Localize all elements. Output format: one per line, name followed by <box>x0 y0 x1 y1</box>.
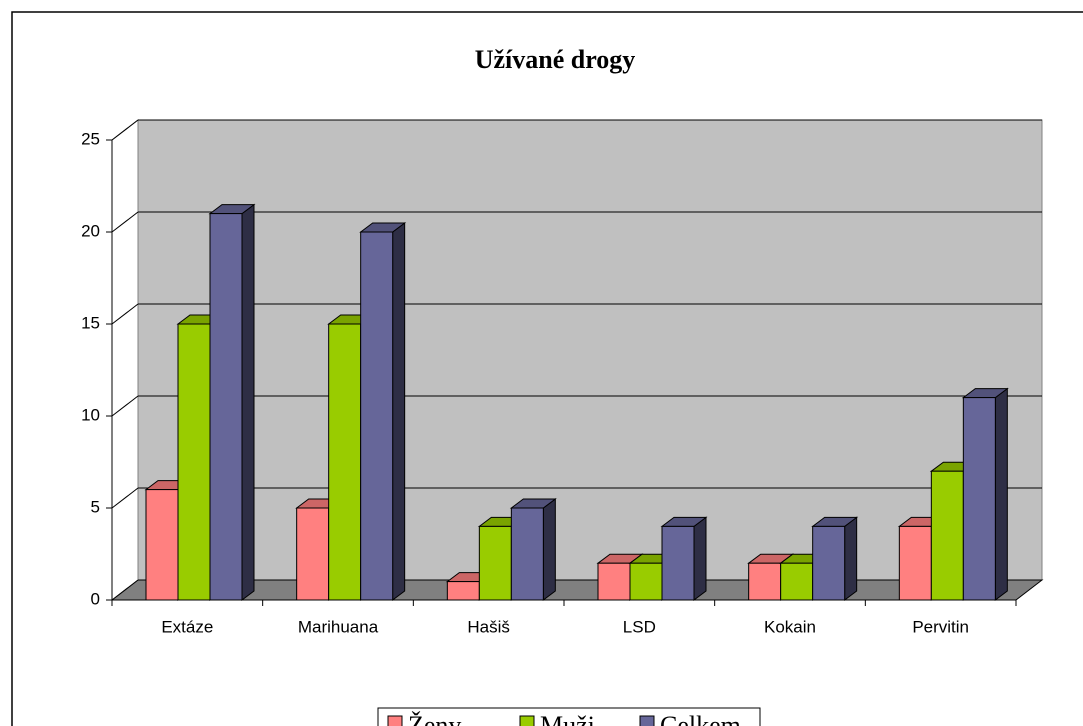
x-tick-label: Extáze <box>161 617 213 636</box>
bar <box>209 213 243 601</box>
x-tick-label: LSD <box>623 617 656 636</box>
grid-line <box>111 303 139 325</box>
x-tick-label: Hašiš <box>467 617 510 636</box>
bar <box>177 323 211 601</box>
bar <box>478 525 512 601</box>
grid-line <box>111 395 139 417</box>
grid-line <box>111 211 139 233</box>
grid-line <box>111 487 139 509</box>
legend-box <box>377 707 761 726</box>
y-tick-label: 20 <box>81 221 100 240</box>
bar <box>296 507 330 601</box>
x-tick-label: Marihuana <box>298 617 379 636</box>
bar <box>629 562 663 601</box>
bar <box>812 525 846 601</box>
y-tick-label: 0 <box>91 589 100 608</box>
bar <box>780 562 814 601</box>
y-tick-label: 10 <box>81 405 100 424</box>
legend-label: Celkem <box>660 711 741 726</box>
bar <box>661 525 695 601</box>
legend-marker <box>519 715 535 726</box>
bar-side <box>241 203 255 601</box>
bar-side <box>693 516 707 601</box>
legend-label: Ženy <box>408 711 461 726</box>
bar-side <box>994 387 1008 601</box>
y-tick-label: 5 <box>91 497 100 516</box>
x-tick-label: Kokain <box>764 617 816 636</box>
y-tick-label: 15 <box>81 313 100 332</box>
x-tick-label: Pervitin <box>912 617 969 636</box>
bar <box>446 581 480 601</box>
grid-line <box>111 579 139 601</box>
legend-label: Muži <box>540 711 595 726</box>
bar <box>145 489 179 601</box>
bar <box>510 507 544 601</box>
legend-marker <box>639 715 655 726</box>
legend-marker <box>387 715 403 726</box>
grid-line <box>111 119 139 141</box>
y-tick-label: 25 <box>81 129 100 148</box>
bar-side <box>392 222 406 601</box>
bar-side <box>542 498 556 601</box>
back-wall <box>137 119 1043 581</box>
chart-title: Užívané drogy <box>475 45 636 74</box>
bar <box>328 323 362 601</box>
bar-side <box>844 516 858 601</box>
bar <box>360 231 394 601</box>
bar <box>898 525 932 601</box>
bar <box>597 562 631 601</box>
bar <box>748 562 782 601</box>
bar <box>962 397 996 601</box>
bar <box>930 470 964 601</box>
side-wall <box>111 118 139 602</box>
